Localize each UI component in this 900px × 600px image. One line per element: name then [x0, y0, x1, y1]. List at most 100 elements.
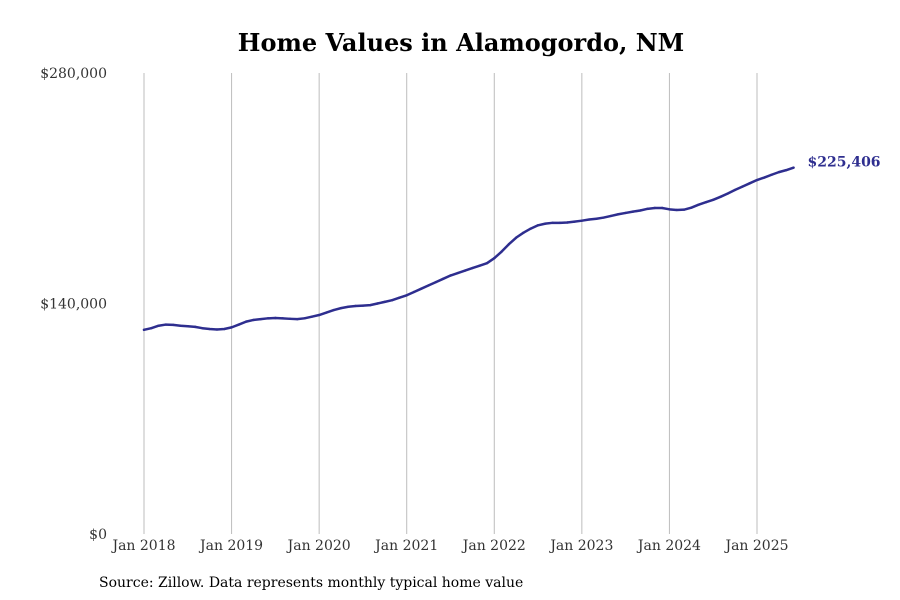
x-tick-label-5: Jan 2023: [548, 538, 613, 554]
x-axis-tick-labels: Jan 2018 Jan 2019 Jan 2020 Jan 2021 Jan 2022…: [110, 538, 788, 554]
data-point-1: [150, 327, 153, 330]
data-point-6: [186, 325, 189, 328]
data-point-9: [208, 327, 211, 331]
data-point-34: [390, 299, 394, 302]
data-point-14: [244, 320, 248, 323]
data-point-73: [675, 208, 678, 212]
data-point-26: [332, 308, 335, 312]
data-point-21: [296, 317, 299, 321]
data-point-28: [347, 305, 350, 308]
data-point-78: [712, 198, 715, 201]
data-point-63: [602, 216, 605, 219]
data-point-66: [624, 211, 627, 215]
data-point-0: [142, 328, 146, 332]
data-point-13: [237, 323, 241, 326]
data-point-15: [252, 318, 255, 322]
data-point-35: [398, 296, 401, 299]
data-point-29: [354, 304, 357, 308]
data-point-89: [792, 166, 795, 169]
data-point-17: [266, 317, 270, 320]
data-point-69: [646, 207, 649, 211]
data-point-7: [193, 325, 197, 329]
vertical-gridlines: [143, 73, 758, 534]
data-point-36: [405, 294, 408, 297]
data-point-72: [668, 208, 671, 211]
data-point-87: [777, 170, 781, 174]
data-point-33: [383, 300, 387, 304]
data-point-42: [449, 274, 452, 277]
data-point-61: [587, 218, 591, 221]
data-point-88: [784, 168, 788, 172]
data-point-74: [682, 208, 686, 211]
data-point-65: [617, 213, 620, 216]
data-point-2: [157, 324, 160, 327]
data-point-83: [748, 182, 751, 185]
source-note: Source: Zillow. Data represents monthly …: [99, 575, 523, 591]
data-point-55: [544, 222, 547, 225]
data-point-53: [529, 227, 532, 230]
data-point-27: [339, 306, 343, 310]
data-point-31: [369, 303, 372, 307]
data-point-32: [376, 302, 379, 305]
data-point-76: [697, 203, 700, 206]
data-point-8: [201, 327, 204, 330]
data-point-81: [733, 188, 737, 192]
data-point-4: [171, 323, 175, 327]
y-axis-tick-labels: $0 $140,000 $280,000: [40, 66, 107, 543]
data-point-46: [478, 264, 481, 267]
data-point-41: [442, 277, 445, 280]
data-point-54: [536, 224, 540, 227]
data-point-12: [230, 326, 233, 329]
data-point-80: [726, 192, 730, 195]
data-point-84: [755, 178, 759, 182]
data-point-37: [412, 290, 416, 294]
x-tick-label-0: Jan 2018: [110, 538, 175, 554]
data-point-51: [514, 236, 518, 239]
x-tick-label-1: Jan 2019: [198, 538, 263, 554]
data-point-22: [303, 317, 306, 320]
latest-value-label: $225,406: [807, 155, 880, 171]
data-point-44: [463, 269, 467, 272]
data-point-50: [507, 243, 511, 246]
x-tick-label-2: Jan 2020: [286, 538, 351, 554]
data-point-11: [223, 327, 226, 331]
data-point-49: [500, 250, 503, 253]
data-point-23: [310, 315, 314, 318]
data-point-85: [763, 176, 766, 179]
data-point-16: [259, 317, 262, 321]
data-point-70: [653, 206, 657, 210]
data-point-57: [558, 221, 562, 225]
data-point-45: [471, 266, 474, 270]
data-point-68: [639, 209, 642, 212]
data-point-47: [485, 261, 489, 265]
data-point-48: [493, 257, 496, 260]
data-point-56: [551, 221, 554, 225]
data-point-10: [215, 328, 219, 331]
data-point-18: [274, 316, 277, 320]
data-point-71: [660, 206, 664, 210]
data-point-24: [317, 313, 321, 317]
chart-title: Home Values in Alamogordo, NM: [238, 28, 684, 57]
data-point-19: [281, 317, 284, 320]
data-point-59: [573, 220, 576, 223]
y-tick-label-1: $140,000: [40, 297, 107, 313]
data-point-75: [690, 206, 693, 209]
data-point-43: [456, 271, 459, 275]
data-point-77: [704, 201, 708, 204]
y-tick-label-2: $280,000: [40, 66, 107, 82]
y-tick-label-0: $0: [89, 527, 107, 543]
data-point-5: [179, 324, 182, 327]
x-tick-label-7: Jan 2025: [723, 538, 788, 554]
data-point-20: [288, 317, 292, 321]
data-point-82: [741, 185, 744, 188]
data-point-39: [427, 284, 430, 287]
data-point-86: [770, 173, 773, 176]
data-point-30: [361, 304, 365, 307]
home-value-series-points: [142, 166, 795, 332]
data-point-52: [522, 231, 525, 234]
data-point-62: [595, 217, 598, 220]
data-point-67: [631, 210, 635, 213]
data-point-79: [719, 195, 722, 199]
data-point-64: [609, 214, 613, 218]
